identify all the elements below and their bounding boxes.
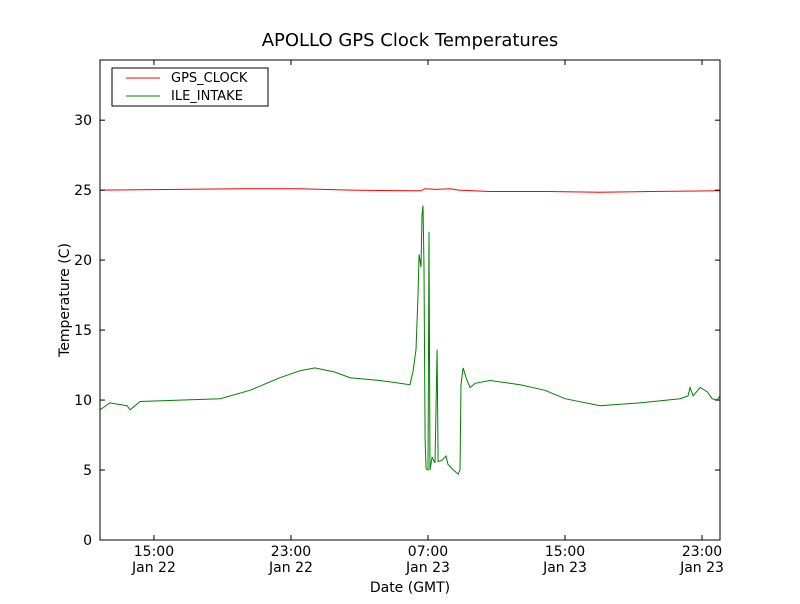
legend-box [111,67,269,107]
x-tick-label-date: Jan 22 [131,560,176,576]
x-tick-label-time: 23:00 [682,544,722,560]
y-tick-label: 15 [74,323,92,339]
series-line-ile-intake [99,205,721,476]
x-axis-label: Date (GMT) [370,580,450,596]
y-tick-label: 20 [74,253,92,269]
x-tick-label-time: 23:00 [271,544,311,560]
y-tick-label: 0 [83,533,92,549]
legend-label-ile-intake: ILE_INTAKE [171,89,243,104]
x-tick-label-date: Jan 23 [542,560,587,576]
x-tick-label-time: 15:00 [545,544,585,560]
y-tick-label: 30 [74,113,92,129]
legend: GPS_CLOCK ILE_INTAKE [111,67,269,107]
x-tick-label-time: 07:00 [408,544,448,560]
x-tick-label-date: Jan 23 [679,560,724,576]
chart-title: APOLLO GPS Clock Temperatures [262,30,559,51]
axes-frame [99,59,721,541]
y-axis-label: Temperature (C) [57,243,73,358]
plot-area [99,188,721,476]
y-tick-label: 5 [83,463,92,479]
x-tick-label-time: 15:00 [134,544,174,560]
series-line-gps-clock [99,188,721,193]
x-tick-label-date: Jan 22 [268,560,313,576]
y-tick-label: 25 [74,183,92,199]
y-tick-label: 10 [74,393,92,409]
x-tick-label-date: Jan 23 [405,560,450,576]
legend-label-gps-clock: GPS_CLOCK [171,71,248,86]
